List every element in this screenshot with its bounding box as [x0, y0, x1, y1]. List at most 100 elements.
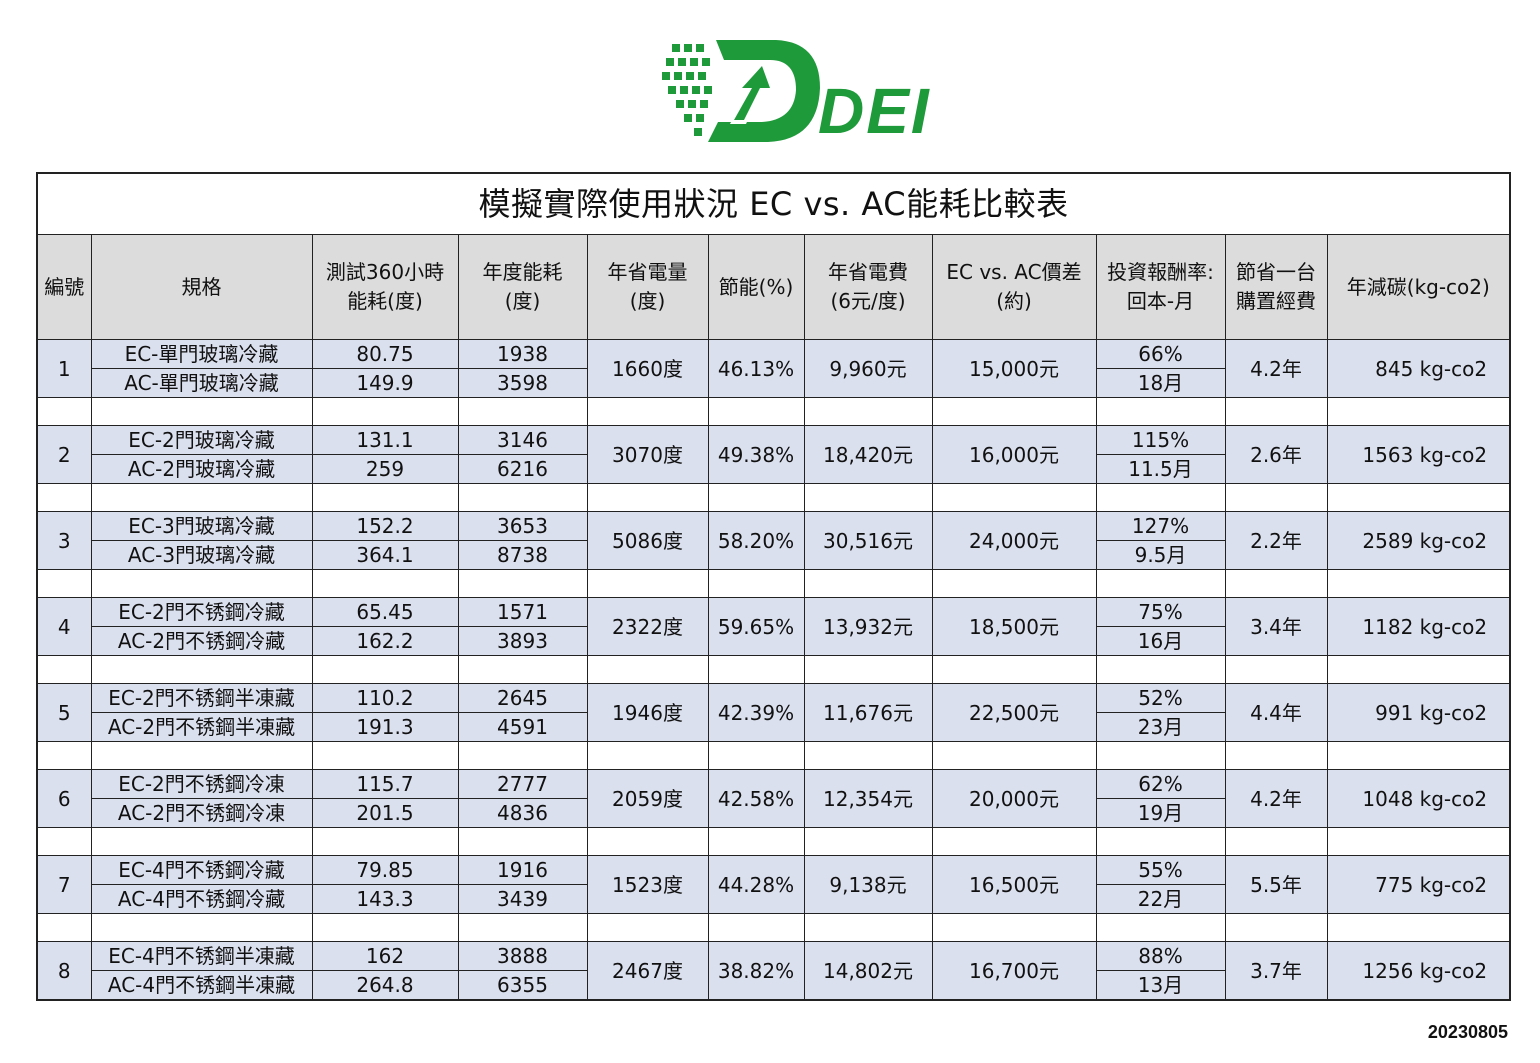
ac-annual-energy: 4836 — [457, 798, 588, 828]
spacer-cell — [931, 741, 1097, 770]
saved-kwh: 3070度 — [586, 425, 709, 484]
ec-annual-energy: 1571 — [457, 597, 588, 627]
ac-spec: AC-2門不锈鋼半凍藏 — [90, 712, 313, 742]
table-title: 模擬實際使用狀況 EC vs. AC能耗比較表 — [36, 172, 1511, 235]
ec-spec: EC-2門不锈鋼冷凍 — [90, 769, 313, 799]
spacer-cell — [931, 913, 1097, 942]
payback-years: 2.6年 — [1224, 425, 1328, 484]
ac-test-energy: 149.9 — [311, 368, 459, 398]
carbon-reduction: 1256 kg-co2 — [1326, 941, 1511, 1001]
saved-cost: 12,354元 — [803, 769, 933, 828]
price-diff: 24,000元 — [931, 511, 1097, 570]
ec-annual-energy: 2777 — [457, 769, 588, 799]
spacer-cell — [36, 827, 92, 856]
ec-spec: EC-2門不锈鋼冷藏 — [90, 597, 313, 627]
table-row-ac: AC-3門玻璃冷藏 364.1 8738 9.5月 — [37, 540, 1510, 570]
ec-annual-energy: 1938 — [457, 339, 588, 369]
ac-test-energy: 143.3 — [311, 884, 459, 914]
spacer-cell — [1326, 913, 1511, 942]
ec-test-energy: 79.85 — [311, 855, 459, 885]
spacer-cell — [1224, 569, 1328, 598]
spacer-cell — [586, 741, 709, 770]
spacer-cell — [1224, 827, 1328, 856]
spacer-row — [36, 913, 1511, 942]
spacer-row — [36, 655, 1511, 684]
ec-test-energy: 162 — [311, 941, 459, 971]
spacer-cell — [707, 827, 805, 856]
table-row-ac: AC-單門玻璃冷藏 149.9 3598 18月 — [37, 368, 1510, 398]
roi: 88% — [1095, 941, 1226, 971]
dei-logo-mark — [662, 40, 820, 142]
header-price-diff: EC vs. AC價差 (約) — [931, 234, 1097, 340]
header-test-360h: 測試360小時 能耗(度) — [311, 234, 459, 340]
roi: 75% — [1095, 597, 1226, 627]
saving-pct: 42.39% — [707, 683, 805, 742]
roi: 55% — [1095, 855, 1226, 885]
ac-spec: AC-2門不锈鋼冷凍 — [90, 798, 313, 828]
ac-annual-energy: 6355 — [457, 970, 588, 1001]
spacer-row — [36, 741, 1511, 770]
price-diff: 22,500元 — [931, 683, 1097, 742]
ec-spec: EC-2門不锈鋼半凍藏 — [90, 683, 313, 713]
price-diff: 16,500元 — [931, 855, 1097, 914]
spacer-cell — [457, 827, 588, 856]
spacer-cell — [311, 827, 459, 856]
payback-years: 3.7年 — [1224, 941, 1328, 1001]
roi: 115% — [1095, 425, 1226, 455]
spacer-cell — [457, 483, 588, 512]
carbon-reduction: 2589 kg-co2 — [1326, 511, 1511, 570]
spacer-cell — [803, 397, 933, 426]
carbon-reduction: 991 kg-co2 — [1326, 683, 1511, 742]
ec-test-energy: 115.7 — [311, 769, 459, 799]
carbon-reduction: 845 kg-co2 — [1326, 339, 1511, 398]
ac-annual-energy: 3893 — [457, 626, 588, 656]
payback-years: 5.5年 — [1224, 855, 1328, 914]
spacer-cell — [803, 827, 933, 856]
row-id: 4 — [36, 597, 92, 656]
header-payback: 節省一台 購置經費 — [1224, 234, 1328, 340]
spacer-cell — [90, 913, 313, 942]
spacer-cell — [1224, 741, 1328, 770]
ec-annual-energy: 3653 — [457, 511, 588, 541]
ac-spec: AC-2門玻璃冷藏 — [90, 454, 313, 484]
row-id: 1 — [36, 339, 92, 398]
spacer-cell — [90, 397, 313, 426]
spacer-cell — [1224, 655, 1328, 684]
saved-cost: 30,516元 — [803, 511, 933, 570]
spacer-cell — [803, 913, 933, 942]
spacer-cell — [311, 655, 459, 684]
header-carbon: 年減碳(kg-co2) — [1326, 234, 1511, 340]
spacer-cell — [931, 827, 1097, 856]
saving-pct: 49.38% — [707, 425, 805, 484]
saved-cost: 9,138元 — [803, 855, 933, 914]
comparison-sheet: 模擬實際使用狀況 EC vs. AC能耗比較表 編號 規格 測試360小時 能耗(… — [36, 172, 1512, 1001]
spacer-cell — [1326, 397, 1511, 426]
spacer-cell — [311, 569, 459, 598]
spacer-cell — [931, 655, 1097, 684]
spacer-cell — [90, 483, 313, 512]
ec-annual-energy: 2645 — [457, 683, 588, 713]
ec-test-energy: 110.2 — [311, 683, 459, 713]
carbon-reduction: 1182 kg-co2 — [1326, 597, 1511, 656]
table-row-ec: 6 EC-2門不锈鋼冷凍 115.7 2777 2059度 42.58% 12,354元 20… — [36, 769, 1511, 828]
spacer-cell — [36, 655, 92, 684]
ac-spec: AC-3門玻璃冷藏 — [90, 540, 313, 570]
spacer-cell — [586, 483, 709, 512]
payback-years: 3.4年 — [1224, 597, 1328, 656]
saving-pct: 59.65% — [707, 597, 805, 656]
header-id: 編號 — [36, 234, 92, 340]
header-saved-cost: 年省電費 (6元/度) — [803, 234, 933, 340]
price-diff: 18,500元 — [931, 597, 1097, 656]
spacer-cell — [707, 397, 805, 426]
saved-cost: 13,932元 — [803, 597, 933, 656]
row-id: 2 — [36, 425, 92, 484]
spacer-cell — [1224, 483, 1328, 512]
ac-annual-energy: 3439 — [457, 884, 588, 914]
saved-cost: 9,960元 — [803, 339, 933, 398]
saved-cost: 18,420元 — [803, 425, 933, 484]
payback-months: 9.5月 — [1095, 540, 1226, 570]
spacer-cell — [90, 569, 313, 598]
spacer-cell — [1095, 569, 1226, 598]
saved-kwh: 2059度 — [586, 769, 709, 828]
spacer-cell — [1095, 397, 1226, 426]
